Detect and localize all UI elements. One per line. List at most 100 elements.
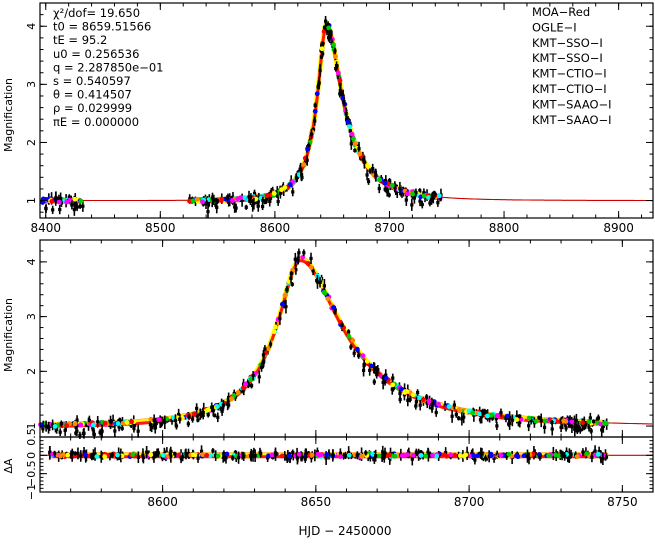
middle-point xyxy=(290,282,294,286)
residual-point xyxy=(94,454,100,460)
residual-point xyxy=(222,452,226,456)
residual-point xyxy=(414,450,418,454)
residual-ytick-label: −0.5 xyxy=(25,460,38,487)
top-point xyxy=(275,193,279,198)
top-point xyxy=(428,201,432,205)
top-point xyxy=(235,196,241,202)
middle-point xyxy=(191,411,197,417)
middle-point xyxy=(457,416,461,420)
middle-point xyxy=(133,423,137,427)
residual-point xyxy=(151,454,155,458)
residual-point xyxy=(222,455,227,460)
top-point xyxy=(356,144,360,148)
top-point xyxy=(300,173,304,177)
residual-point xyxy=(181,455,185,459)
top-point xyxy=(230,198,235,203)
top-point xyxy=(233,205,237,209)
middle-point xyxy=(136,429,140,433)
residual-point xyxy=(196,456,200,460)
top-point xyxy=(389,182,395,188)
top-point xyxy=(276,199,280,204)
middle-point xyxy=(202,407,206,411)
middle-point xyxy=(229,396,234,402)
legend-entry: KMT−CTIO−I xyxy=(532,67,607,81)
top-point xyxy=(348,129,352,133)
fit-param-s: s = 0.540597 xyxy=(53,74,131,88)
top-point xyxy=(398,186,402,191)
middle-point xyxy=(584,423,588,427)
top-point xyxy=(261,199,265,203)
middle-point xyxy=(120,420,126,426)
middle-point xyxy=(600,428,604,432)
middle-point xyxy=(124,420,130,425)
residual-point xyxy=(315,451,321,457)
middle-frame xyxy=(39,239,654,438)
middle-point xyxy=(454,412,458,417)
middle-point xyxy=(426,398,432,404)
residual-point xyxy=(593,449,597,453)
middle-point xyxy=(390,387,394,391)
residual-point xyxy=(200,452,205,458)
middle-point xyxy=(573,426,578,431)
fit-param-chi2: χ²/dof= 19.650 xyxy=(53,6,140,20)
top-point xyxy=(414,190,418,195)
middle-point xyxy=(156,417,162,422)
top-ytick-label: 4 xyxy=(25,23,38,30)
middle-point xyxy=(381,380,385,384)
middle-point xyxy=(490,416,495,420)
middle-point xyxy=(154,421,158,426)
middle-point xyxy=(213,413,217,418)
middle-point xyxy=(148,416,154,422)
middle-point xyxy=(265,346,271,352)
top-point xyxy=(219,196,225,202)
top-point xyxy=(345,119,351,125)
middle-point xyxy=(241,389,245,393)
residual-point xyxy=(70,455,74,459)
middle-point xyxy=(420,397,426,403)
top-point xyxy=(64,199,70,205)
middle-point xyxy=(510,418,514,422)
middle-point xyxy=(170,419,174,423)
middle-point xyxy=(63,428,67,433)
residual-point xyxy=(136,455,140,459)
top-point xyxy=(374,173,378,177)
top-point xyxy=(382,180,388,186)
middle-point xyxy=(195,414,199,418)
top-point xyxy=(426,195,431,200)
middle-point xyxy=(488,412,494,418)
residual-point xyxy=(338,451,343,455)
middle-point xyxy=(243,381,248,387)
top-point xyxy=(240,198,244,202)
top-point xyxy=(338,82,342,86)
middle-point xyxy=(280,301,285,307)
middle-point xyxy=(368,363,374,369)
top-point xyxy=(393,185,397,190)
residual-point xyxy=(65,452,70,458)
middle-point xyxy=(436,401,441,407)
middle-point xyxy=(578,428,582,432)
top-point xyxy=(387,179,392,183)
top-point xyxy=(326,36,331,40)
top-point xyxy=(72,208,76,212)
residual-point xyxy=(204,452,210,458)
top-point xyxy=(421,193,427,199)
middle-point xyxy=(215,404,220,409)
middle-point xyxy=(570,425,574,429)
top-point xyxy=(305,158,309,162)
middle-point xyxy=(559,425,563,429)
residual-point xyxy=(338,454,343,460)
top-point xyxy=(59,196,63,201)
middle-point xyxy=(174,424,179,428)
middle-point xyxy=(408,397,412,401)
residual-point xyxy=(514,453,520,458)
residual-point xyxy=(141,453,145,457)
residual-point xyxy=(259,451,263,456)
top-point xyxy=(433,192,437,196)
residual-point xyxy=(441,452,447,458)
middle-point xyxy=(569,419,575,425)
residual-point xyxy=(207,453,213,459)
top-point xyxy=(410,191,416,197)
top-point xyxy=(244,205,248,209)
middle-point xyxy=(550,420,554,425)
residual-point xyxy=(58,453,64,459)
